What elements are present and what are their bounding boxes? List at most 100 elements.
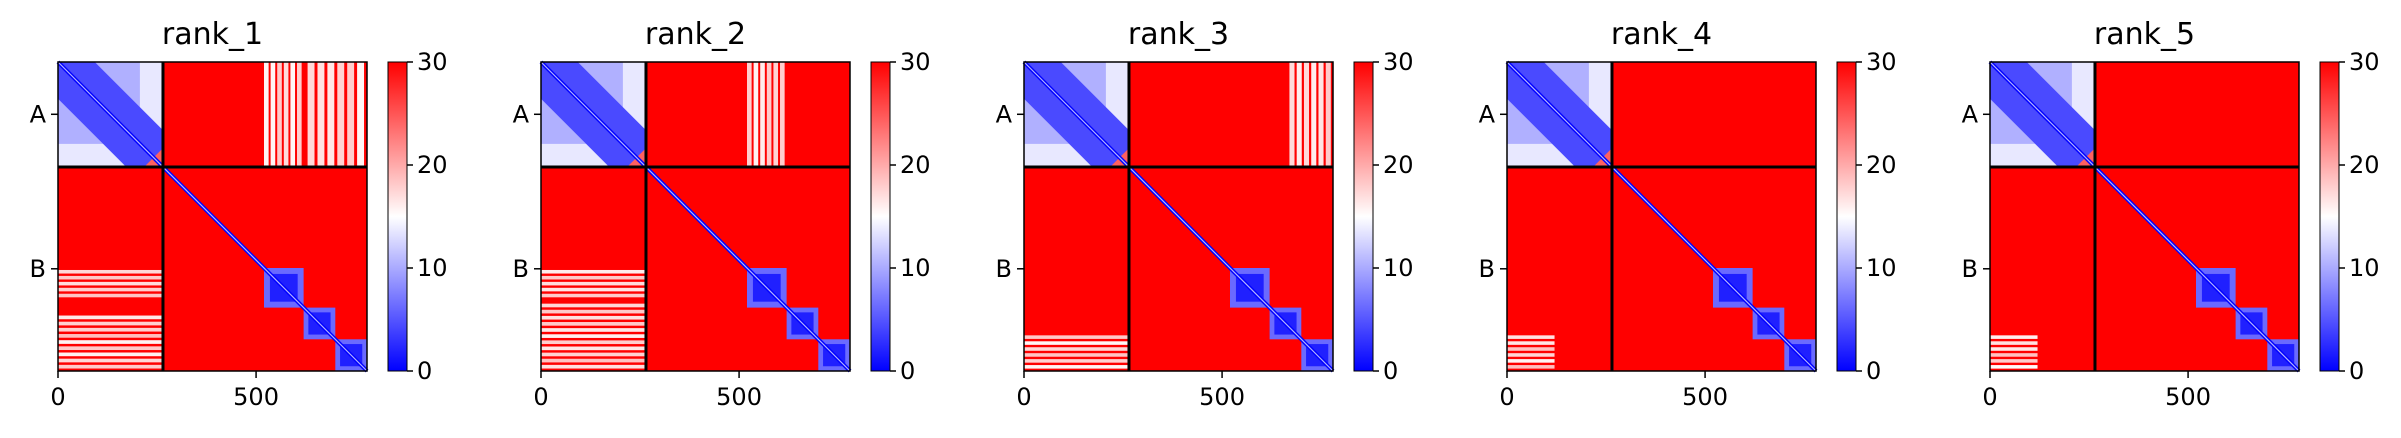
ba-patch-stripe	[1507, 341, 1555, 345]
colorbar-tick-label: 20	[2349, 151, 2380, 179]
panel-rank_2: rank_2 A B 0 500 0 10 20 30	[513, 17, 931, 411]
x-tick-label: 500	[1199, 383, 1245, 411]
diagonal-highlight	[1023, 61, 1334, 372]
panel-rank_1: rank_1 A B 0 500 0 10 20 30	[30, 17, 448, 411]
ba-patch-stripe	[1024, 335, 1129, 339]
diagonal-highlight	[1989, 61, 2300, 372]
ab-patch-stripe	[766, 62, 772, 167]
colorbar-tick-label: 10	[900, 254, 931, 282]
ba-patch-stripe	[1024, 359, 1129, 363]
ba-patch-stripe	[541, 352, 646, 357]
colorbar-tick-label: 30	[1383, 48, 1414, 76]
y-tick-label: B	[996, 255, 1012, 283]
ab-patch-stripe	[327, 62, 335, 167]
panel-title: rank_1	[162, 17, 263, 52]
colorbar-tick-label: 30	[2349, 48, 2380, 76]
y-tick-label: B	[513, 255, 529, 283]
ba-patch-stripe	[1507, 335, 1555, 339]
colorbar-tick-label: 10	[417, 254, 448, 282]
ba-patch-stripe	[58, 315, 163, 320]
x-tick-label: 0	[1982, 383, 1997, 411]
x-tick-label: 0	[533, 383, 548, 411]
diagonal-highlight	[57, 61, 368, 372]
colorbar	[387, 61, 408, 372]
colorbar-tick-label: 30	[900, 48, 931, 76]
ba-patch-stripe	[1990, 359, 2038, 363]
panel-title: rank_2	[645, 17, 746, 52]
ba-patch-stripe	[58, 346, 163, 351]
y-tick-label: B	[30, 255, 46, 283]
ba-patch-stripe	[58, 321, 163, 326]
ba-patch-stripe	[541, 334, 646, 338]
ab-patch	[1289, 62, 1331, 167]
ab-patch-stripe	[747, 62, 752, 167]
ba-patch-stripe	[541, 340, 646, 345]
ba-patch-stripe	[541, 287, 646, 292]
plot-frame	[540, 61, 851, 372]
ab-patch-stripe	[1289, 62, 1295, 167]
ab-patch-stripe	[307, 62, 315, 167]
ba-patch	[541, 269, 646, 298]
ba-patch-stripe	[541, 364, 646, 369]
ab-patch-stripe	[1325, 62, 1331, 167]
ba-patch	[1990, 335, 2038, 369]
colorbar-tick-label: 0	[2349, 357, 2364, 385]
ba-patch	[58, 315, 163, 369]
ba-patch	[541, 303, 646, 369]
ba-patch-stripe	[58, 269, 163, 274]
colorbar-tick-label: 0	[417, 357, 432, 385]
ba-patch-stripe	[58, 327, 163, 332]
ab-patch-stripe	[270, 62, 276, 167]
y-tick-label: B	[1479, 255, 1495, 283]
panel-title: rank_3	[1128, 17, 1229, 52]
plot-frame	[1989, 61, 2300, 372]
ab-patch-stripe	[357, 62, 365, 167]
ba-patch-stripe	[541, 303, 646, 308]
diagonal-highlight	[540, 61, 851, 372]
colorbar-tick-label: 20	[1866, 151, 1897, 179]
colorbar-tick-label: 10	[2349, 254, 2380, 282]
ba-patch-stripe	[541, 328, 646, 332]
ba-patch-stripe	[58, 358, 163, 363]
ba-patch-stripe	[541, 275, 646, 280]
plot-frame	[57, 61, 368, 372]
ab-patch-stripe	[1303, 62, 1310, 167]
panel-title: rank_4	[1611, 17, 1712, 52]
ba-patch-stripe	[1024, 353, 1129, 357]
ba-patch	[1507, 335, 1555, 369]
ab-patch-stripe	[337, 62, 345, 167]
colorbar-tick-label: 20	[1383, 151, 1414, 179]
colorbar-tick-label: 0	[900, 357, 915, 385]
ab-patch-stripe	[780, 62, 785, 167]
ba-patch-stripe	[541, 358, 646, 363]
y-tick-label: A	[1479, 100, 1496, 128]
ba-patch-stripe	[1024, 347, 1129, 351]
ba-patch-stripe	[58, 364, 163, 369]
colorbar	[2319, 61, 2340, 372]
colorbar	[1353, 61, 1374, 372]
ba-patch-stripe	[1990, 347, 2038, 351]
panel-rank_5: rank_5 A B 0 500 0 10 20 30	[1962, 17, 2380, 411]
panel-rank_3: rank_3 A B 0 500 0 10 20 30	[996, 17, 1414, 411]
ba-patch-stripe	[58, 340, 163, 344]
ba-patch-stripe	[1990, 353, 2038, 357]
ba-patch-stripe	[58, 281, 163, 286]
plot-frame	[1023, 61, 1334, 372]
y-tick-label: A	[996, 100, 1013, 128]
x-tick-label: 500	[2165, 383, 2211, 411]
colorbar-tick-label: 30	[1866, 48, 1897, 76]
ab-patch-stripe	[347, 62, 355, 167]
ba-patch	[58, 269, 163, 298]
ba-patch-stripe	[541, 309, 646, 314]
ab-patch	[307, 62, 365, 167]
ab-patch	[264, 62, 302, 167]
y-tick-label: A	[30, 100, 47, 128]
ba-patch-stripe	[1024, 341, 1129, 345]
ba-patch-stripe	[58, 352, 163, 357]
colorbar-tick-label: 20	[900, 151, 931, 179]
x-tick-label: 0	[50, 383, 65, 411]
ab-patch-stripe	[1296, 62, 1302, 167]
x-tick-label: 500	[716, 383, 762, 411]
ba-patch-stripe	[1024, 365, 1129, 369]
ab-patch-stripe	[1311, 62, 1317, 167]
